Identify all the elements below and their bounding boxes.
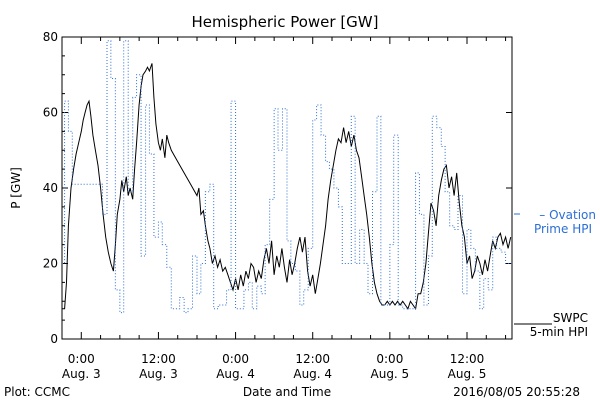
x-tick-time-label: 12:00 — [295, 352, 330, 366]
x-tick-date-label: Aug. 5 — [371, 367, 410, 381]
x-tick-time-label: 12:00 — [450, 352, 485, 366]
legend-label-swpc: SWPC — [553, 311, 588, 325]
x-axis-label: Date and Time — [243, 385, 331, 399]
x-tick-date-label: Aug. 4 — [216, 367, 255, 381]
x-tick-date-label: Aug. 4 — [293, 367, 332, 381]
x-tick-date-label: Aug. 3 — [139, 367, 178, 381]
x-tick-time-label: 0:00 — [68, 352, 95, 366]
x-tick-date-label: Aug. 3 — [62, 367, 101, 381]
y-tick-label: 0 — [50, 332, 58, 346]
series-swpc-5min-hpi — [62, 63, 512, 311]
legend-label-swpc-2: 5-min HPI — [530, 325, 588, 339]
plot-timestamp: 2016/08/05 20:55:28 — [453, 385, 580, 399]
x-tick-time-label: 0:00 — [222, 352, 249, 366]
x-tick-time-label: 12:00 — [141, 352, 176, 366]
legend-label-ovation: – Ovation — [539, 208, 596, 222]
y-tick-label: 20 — [43, 257, 58, 271]
y-tick-label: 60 — [43, 106, 58, 120]
y-axis-label: P [GW] — [9, 167, 23, 209]
y-axis: 0 20 40 60 80 — [43, 30, 512, 346]
y-tick-label: 40 — [43, 181, 58, 195]
legend-label-ovation-2: Prime HPI — [534, 222, 592, 236]
plot-credit: Plot: CCMC — [4, 385, 70, 399]
series-layer — [62, 40, 514, 314]
series-ovation-prime-hpi — [62, 40, 514, 314]
x-tick-time-label: 0:00 — [376, 352, 403, 366]
chart-title: Hemispheric Power [GW] — [192, 13, 379, 31]
y-tick-label: 80 — [43, 30, 58, 44]
x-tick-date-label: Aug. 5 — [448, 367, 487, 381]
